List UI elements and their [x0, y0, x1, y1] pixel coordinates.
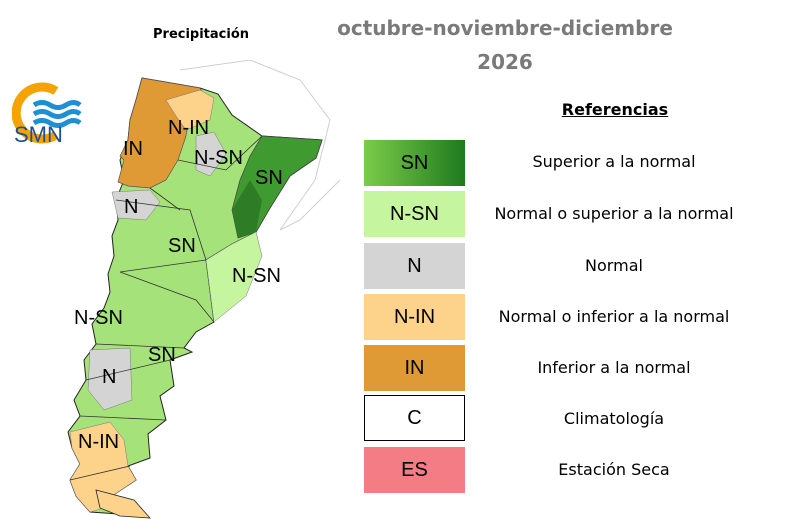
legend-swatch-es: ES	[364, 447, 465, 493]
region-n-cuyo	[111, 189, 161, 221]
neighbor-border	[179, 60, 340, 231]
smn-logo-icon	[12, 82, 82, 144]
smn-logo-text: SMN	[14, 122, 63, 147]
map-label: SN	[255, 167, 283, 189]
forecast-year: 2026	[477, 50, 533, 74]
map-label: IN	[123, 138, 143, 160]
map-label: N-SN	[74, 307, 123, 329]
map-label: N	[124, 196, 138, 218]
legend-swatch-n: N	[364, 243, 465, 289]
legend-swatch-sn: SN	[364, 140, 465, 186]
map-label: N-SN	[232, 265, 281, 287]
map-label: N-SN	[194, 147, 243, 169]
legend-swatch-nsn: N-SN	[364, 191, 465, 237]
map-label: N	[102, 366, 116, 388]
map-subtitle: Precipitación	[153, 27, 250, 42]
legend-swatch-in: IN	[364, 345, 465, 391]
legend-swatch-c: C	[364, 395, 465, 441]
legend-swatch-nin: N-IN	[364, 294, 465, 340]
tierra-del-fuego	[95, 489, 151, 519]
map-label: SN	[168, 235, 196, 257]
legend-desc-nsn: Normal o superior a la normal	[494, 204, 734, 223]
region-n-patagonia	[87, 347, 133, 411]
map-label: N-IN	[168, 117, 209, 139]
precipitation-map: N-IN IN N-SN SN N SN N-SN N-SN SN N N-IN	[67, 60, 340, 519]
legend-title: Referencias	[561, 100, 669, 119]
forecast-period-title: octubre-noviembre-diciembre	[337, 16, 673, 40]
legend-desc-n: Normal	[585, 256, 643, 275]
province-borders	[69, 135, 263, 481]
legend-desc-es: Estación Seca	[558, 460, 670, 479]
legend-desc-c: Climatología	[563, 409, 665, 428]
legend-desc-sn: Superior a la normal	[532, 152, 696, 171]
region-sn-ne-dark	[232, 180, 262, 238]
legend-desc-nin: Normal o inferior a la normal	[498, 307, 730, 326]
map-label: N-IN	[78, 431, 119, 453]
map-label: SN	[148, 344, 176, 366]
legend-desc-in: Inferior a la normal	[537, 358, 691, 377]
region-nin-north	[165, 89, 215, 131]
